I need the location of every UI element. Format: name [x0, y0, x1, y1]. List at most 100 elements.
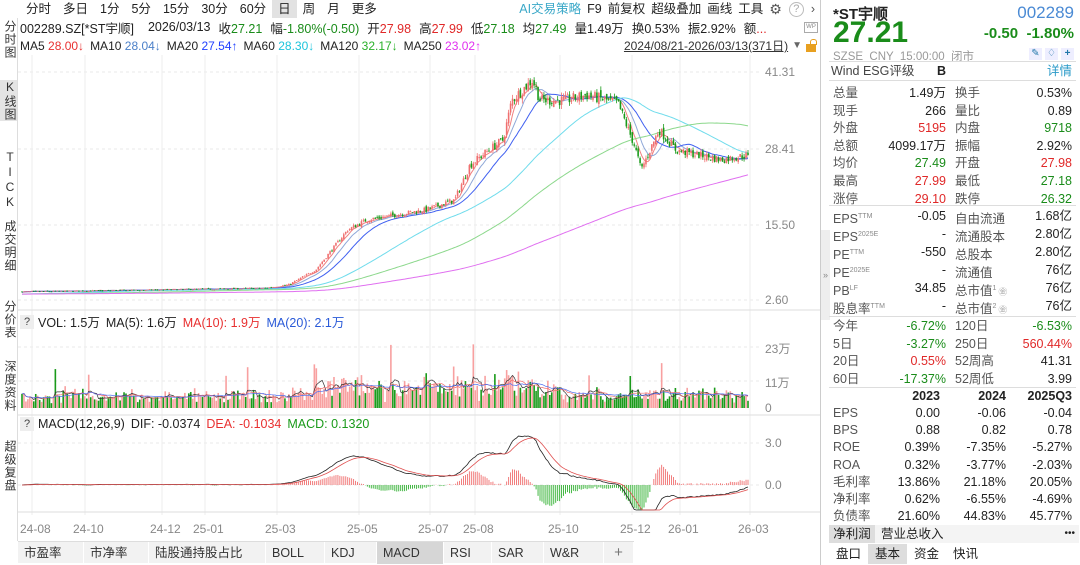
candle	[146, 289, 149, 291]
fund-label: 流通值	[955, 262, 993, 282]
fin-tab-net-profit[interactable]: 净利润	[829, 525, 875, 543]
draw-button[interactable]: 画线	[707, 2, 733, 16]
volume-bar	[339, 392, 341, 408]
period-tab[interactable]: 分时	[26, 2, 52, 16]
ai-strategy-button[interactable]: AI交易策略	[519, 2, 582, 16]
macd-help-button[interactable]: ?	[20, 417, 34, 431]
volume-bar	[390, 344, 392, 408]
lock-icon[interactable]	[806, 39, 817, 52]
candle	[299, 277, 302, 280]
period-tab[interactable]: 30分	[201, 2, 228, 16]
period-tab[interactable]: 周	[302, 2, 316, 16]
wp-icon[interactable]: WP	[804, 22, 818, 33]
period-tab[interactable]: 5分	[131, 2, 151, 16]
volume-bar	[680, 400, 683, 408]
f9-button[interactable]: F9	[587, 2, 602, 16]
add-indicator-button[interactable]: +	[604, 542, 634, 564]
period-tab[interactable]: 60分	[239, 2, 267, 16]
view-tab[interactable]: 分价表	[3, 300, 17, 339]
indicator-tab[interactable]: KDJ	[325, 542, 377, 564]
panel-tabs: 盘口 基本 资金 快讯	[829, 544, 985, 564]
fund-label-suffix: LF	[849, 285, 858, 292]
volume-bar	[623, 395, 626, 408]
kline-chart[interactable]	[0, 0, 820, 540]
view-tab[interactable]: K线图	[0, 80, 17, 121]
panel-tab[interactable]: 基本	[868, 544, 908, 564]
view-tab[interactable]: TICK	[3, 150, 17, 210]
indicator-tab[interactable]: SAR	[492, 542, 544, 564]
quote-field: 量1.49万	[574, 18, 623, 37]
candle	[653, 141, 655, 147]
candle	[307, 273, 310, 275]
indicator-tab[interactable]: BOLL	[266, 542, 325, 564]
volume-bar	[639, 396, 641, 408]
x-tick-label: 24-12	[150, 522, 181, 536]
expand-icon[interactable]: »	[821, 230, 830, 320]
date-range-selector[interactable]: 2024/08/21-2026/03/13(371日) ▼	[623, 37, 817, 55]
period-tab[interactable]: 多日	[63, 2, 89, 16]
volume-bar	[70, 398, 72, 408]
gear-icon[interactable]: ⚙	[769, 1, 782, 17]
adjust-button[interactable]: 前复权	[607, 2, 646, 16]
dropdown-triangle-icon[interactable]: ▼	[792, 40, 802, 51]
fund-label-text: 自由流通	[955, 212, 1006, 227]
period-tab[interactable]: 1分	[100, 2, 120, 16]
help-icon[interactable]: ?	[788, 1, 804, 17]
volume-bar	[731, 398, 734, 408]
fund-label-suffix: 1	[992, 285, 997, 292]
indicator-tab[interactable]: 市净率	[84, 542, 149, 564]
period-tab[interactable]: 月	[327, 2, 340, 16]
fund-label-text: PB	[833, 284, 850, 299]
candle	[368, 221, 371, 223]
field-label: 均	[522, 21, 536, 36]
fin-tab-revenue[interactable]: 营业总收入	[881, 527, 944, 541]
volume-help-button[interactable]: ?	[20, 314, 34, 329]
esg-detail-link[interactable]: 详情	[1046, 64, 1072, 78]
candle	[645, 158, 647, 165]
panel-tab[interactable]: 资金	[914, 547, 940, 561]
indicator-tab[interactable]: RSI	[444, 542, 492, 564]
stock-code: 002289	[1017, 3, 1074, 22]
add-icon[interactable]: +	[1061, 48, 1074, 60]
volume-bar	[323, 388, 325, 408]
volume-bar	[488, 393, 490, 408]
view-tab[interactable]: 深度资料	[3, 360, 17, 412]
fin-value: -0.06	[977, 406, 1007, 420]
period-toolbar: 分时 多日 1分 5分 15分 30分 60分日周月更多	[20, 0, 383, 18]
chevron-right-icon[interactable]: ›	[810, 2, 815, 16]
stat-row: ROE 0.39% -7.35% -5.27%	[833, 439, 1072, 456]
stat-row: 股息率TTM - 总市值2 ㊎ 76亿	[833, 298, 1072, 316]
volume-bar	[197, 393, 200, 408]
view-tab[interactable]: 成交明细	[3, 220, 17, 272]
period-tab[interactable]: 更多	[351, 2, 377, 16]
date-range-text[interactable]: 2024/08/21-2026/03/13(371日)	[623, 39, 789, 53]
panel-tab[interactable]: 快讯	[953, 547, 979, 561]
candle	[490, 151, 492, 153]
view-tab[interactable]: 分时图	[3, 20, 17, 59]
candle	[513, 99, 516, 101]
volume-bar	[101, 396, 104, 408]
view-tab[interactable]: 超级复盘	[3, 440, 17, 492]
fin-value: -2.03%	[1032, 457, 1072, 472]
volume-bar	[635, 396, 637, 408]
volume-bar	[250, 398, 253, 408]
indicator-tab[interactable]: 陆股通持股占比	[149, 542, 266, 564]
overlay-button[interactable]: 超级叠加	[651, 2, 702, 16]
candle	[68, 290, 70, 292]
indicator-tab[interactable]: W&R	[544, 542, 604, 564]
more-icon[interactable]: •••	[1064, 528, 1075, 539]
indicator-tab[interactable]: 市盈率	[18, 542, 84, 564]
period-tab[interactable]: 日	[272, 0, 297, 18]
indicator-tab[interactable]: MACD	[377, 542, 444, 564]
quote-field: 换0.53%	[632, 18, 680, 37]
volume-bar	[633, 397, 635, 408]
candle	[401, 214, 404, 216]
period-tab[interactable]: 15分	[162, 2, 190, 16]
volume-bar	[653, 390, 655, 408]
tools-button[interactable]: 工具	[738, 2, 764, 16]
volume-bar	[539, 397, 541, 408]
edit-icon[interactable]: ✎	[1029, 48, 1042, 60]
panel-tab[interactable]: 盘口	[836, 547, 862, 561]
bell-icon[interactable]: ♢	[1045, 48, 1058, 60]
volume-bar	[358, 395, 361, 408]
